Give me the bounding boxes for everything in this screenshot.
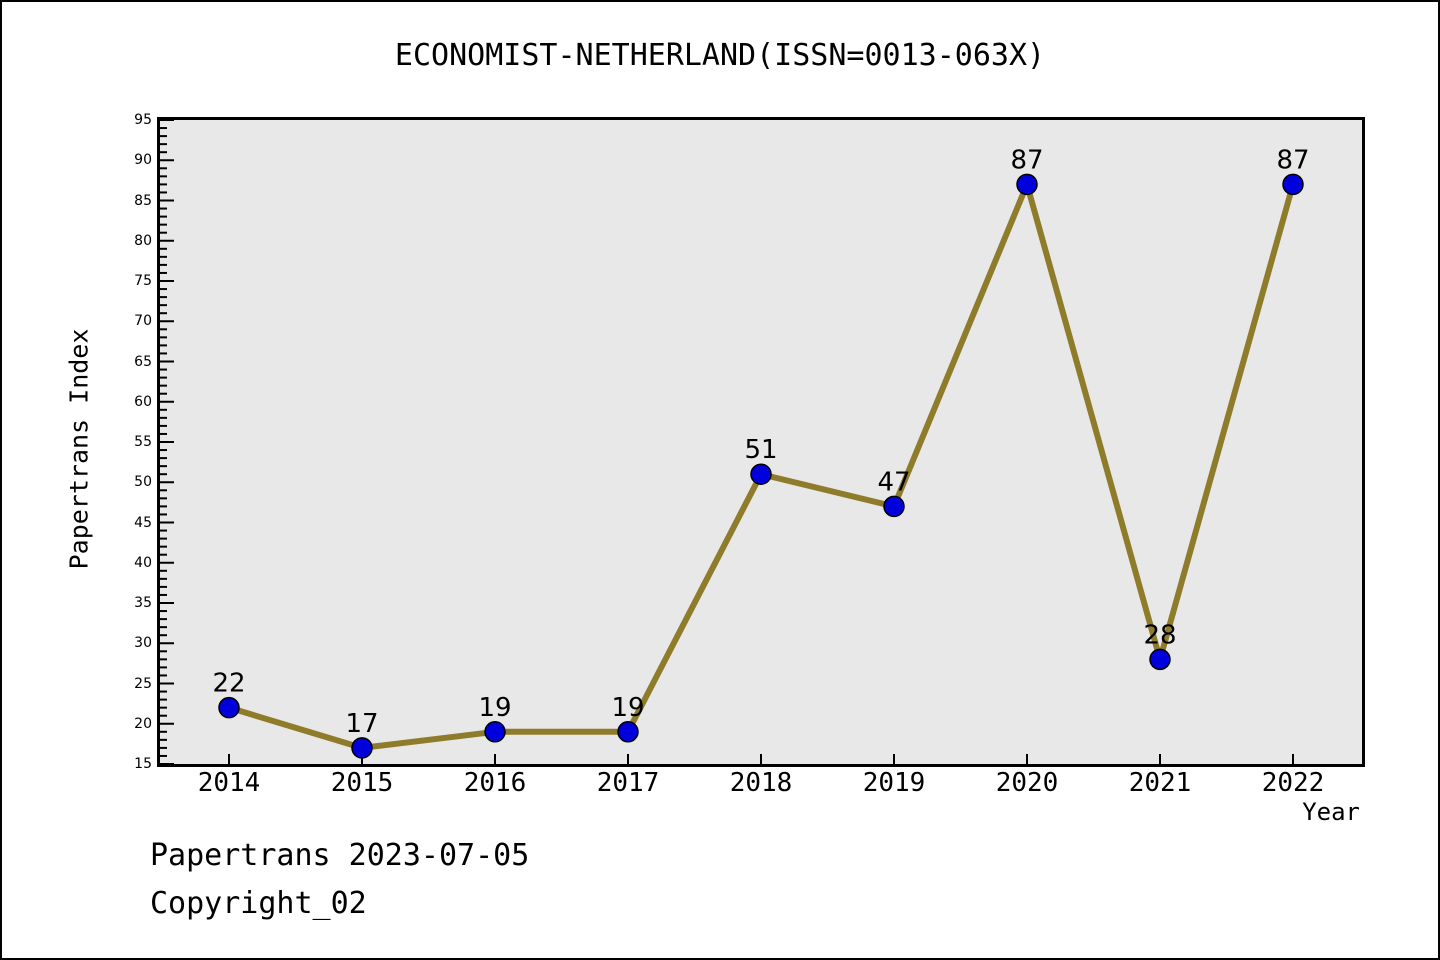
- data-point: [750, 463, 772, 485]
- y-axis-tick-label: 80: [134, 232, 152, 249]
- y-axis-tick-label: 90: [134, 152, 152, 169]
- x-axis-tick-label: 2015: [330, 768, 394, 798]
- y-axis-tick-label: 65: [134, 353, 152, 370]
- y-axis-tick-label: 15: [134, 756, 152, 772]
- line-chart: 22 17 19 19 51 47 87 28 87: [160, 120, 1362, 764]
- data-point: [1149, 648, 1171, 671]
- x-axis-tick-label: 2022: [1261, 768, 1325, 798]
- footer-copyright: Copyright_02: [150, 886, 367, 921]
- x-axis-tick-label: 2021: [1128, 768, 1192, 798]
- plot-area: 22 17 19 19 51 47 87 28 87: [157, 117, 1365, 767]
- y-axis-tick-label: 85: [134, 192, 152, 209]
- data-point: [617, 721, 639, 743]
- y-axis-tick-label: 25: [134, 675, 152, 692]
- y-axis-tick-label: 40: [134, 554, 152, 571]
- y-axis-tick-label: 55: [134, 434, 152, 450]
- data-point: [1016, 173, 1038, 196]
- y-axis-tick-label: 95: [134, 112, 152, 128]
- data-point-label: 19: [611, 693, 644, 723]
- x-axis-tick-label: 2018: [729, 768, 793, 798]
- data-point-label: 28: [1143, 620, 1176, 650]
- data-point-label: 47: [877, 467, 910, 497]
- data-point-label: 51: [744, 435, 777, 465]
- y-axis-tick-label: 20: [134, 715, 152, 732]
- data-point: [883, 495, 905, 518]
- y-axis-tick-label: 45: [134, 514, 152, 531]
- x-axis-tick-label: 2020: [995, 768, 1059, 798]
- data-point-label: 19: [478, 693, 511, 723]
- y-axis-tick-label: 35: [134, 595, 152, 611]
- y-axis-tick-label: 60: [134, 393, 152, 410]
- data-point: [1282, 173, 1304, 196]
- y-axis-tick-label: 30: [134, 635, 152, 652]
- data-point-label: 22: [212, 669, 245, 699]
- data-point: [484, 721, 506, 743]
- y-axis-tick-label: 50: [134, 474, 152, 491]
- data-point-label: 87: [1010, 145, 1043, 175]
- x-axis-tick-label: 2017: [596, 768, 660, 798]
- data-point-label: 17: [345, 709, 378, 739]
- y-axis-tick-label: 75: [134, 273, 152, 289]
- footer-watermark: Papertrans 2023-07-05: [150, 838, 530, 873]
- data-point: [218, 696, 240, 719]
- y-axis-tick-label: 70: [134, 313, 152, 330]
- data-point: [351, 737, 373, 759]
- x-axis-tick-label: 2016: [463, 768, 527, 798]
- x-axis-tick-label: 2014: [197, 768, 261, 798]
- data-point-label: 87: [1276, 145, 1309, 175]
- x-axis-title: Year: [1302, 798, 1360, 826]
- x-axis-tick-label: 2019: [862, 768, 926, 798]
- chart-title: ECONOMIST-NETHERLAND(ISSN=0013-063X): [394, 38, 1046, 73]
